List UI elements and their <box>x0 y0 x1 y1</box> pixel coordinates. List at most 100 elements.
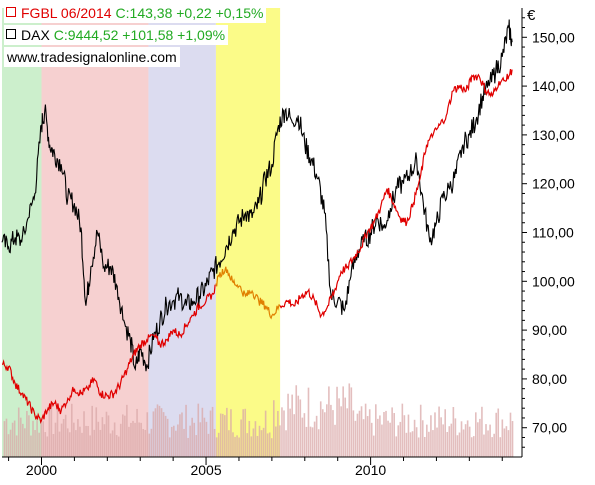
x-tick-label: 2010 <box>355 462 386 478</box>
volume-bar <box>15 435 18 457</box>
legend-fgbl[interactable]: FGBL 06/2014 C:143,38 +0,22 +0,15% <box>4 3 267 23</box>
volume-bar <box>75 430 77 457</box>
volume-bar <box>66 428 69 457</box>
volume-bar <box>234 436 236 457</box>
volume-bar <box>319 401 322 457</box>
volume-bar <box>501 419 504 457</box>
y-tick-label: 110,00 <box>532 225 574 241</box>
legend-dax[interactable]: DAX C:9444,52 +101,58 +1,09% <box>4 25 229 45</box>
volume-bar <box>493 433 495 457</box>
volume-bar <box>468 426 471 457</box>
volume-bar <box>13 420 16 457</box>
watermark-url: www.tradesignalonline.com <box>4 47 180 67</box>
volume-bar <box>187 437 189 457</box>
volume-bar <box>70 403 73 457</box>
volume-bar <box>328 386 330 457</box>
volume-bar <box>393 413 395 457</box>
volume-bar <box>454 418 457 457</box>
volume-bar <box>252 428 255 457</box>
volume-bar <box>364 403 367 457</box>
volume-bar <box>344 397 347 457</box>
volume-bar <box>301 417 304 457</box>
y-tick-label: 100,00 <box>532 273 575 289</box>
dax-name: DAX <box>21 27 50 43</box>
volume-bar <box>372 435 375 457</box>
volume-bar <box>30 435 32 457</box>
volume-bar <box>148 433 151 457</box>
volume-bar <box>203 417 206 457</box>
volume-bar <box>350 387 353 457</box>
volume-bar <box>472 436 475 457</box>
volume-bar <box>119 423 122 457</box>
volume-bar <box>91 405 93 457</box>
period-band-1 <box>41 8 149 457</box>
series-line-dax <box>1 19 513 372</box>
volume-bar <box>430 415 432 457</box>
volume-bar <box>401 403 404 457</box>
volume-bar <box>423 436 426 457</box>
volume-bar <box>368 409 371 457</box>
volume-bar <box>495 412 498 457</box>
volume-bar <box>73 422 75 457</box>
volume-bar <box>464 424 467 457</box>
volume-bar <box>266 433 269 457</box>
period-band-3 <box>215 8 281 457</box>
volume-bar <box>228 430 230 457</box>
volume-bar <box>264 410 267 457</box>
volume-bar <box>456 435 459 457</box>
volume-bar <box>115 435 118 457</box>
volume-bar <box>219 413 222 457</box>
volume-bar <box>34 430 36 457</box>
volume-bar <box>281 407 283 457</box>
volume-bar <box>205 421 208 457</box>
volume-bar <box>291 394 293 457</box>
volume-bar <box>477 422 479 457</box>
volume-bar <box>22 423 24 457</box>
volume-bar <box>309 426 312 457</box>
volume-bar <box>444 409 446 457</box>
volume-bar <box>144 429 147 457</box>
volume-bar <box>89 435 91 457</box>
x-tick-label: 2000 <box>26 462 57 478</box>
volume-bar <box>138 422 140 457</box>
volume-bar <box>497 408 500 457</box>
volume-bar <box>68 432 71 457</box>
volume-bar <box>270 438 273 457</box>
volume-bar <box>358 410 361 457</box>
volume-bar <box>191 417 193 457</box>
volume-bar <box>3 421 6 457</box>
volume-bar <box>375 404 377 457</box>
volume-bar <box>38 432 40 457</box>
volume-bar <box>7 434 10 457</box>
volume-bar <box>307 387 310 457</box>
volume-bar <box>250 436 253 457</box>
volume-bar <box>179 414 181 457</box>
volume-bar <box>83 411 85 457</box>
volume-bar <box>244 408 247 457</box>
volume-bar <box>236 435 238 457</box>
dax-last-value: C:9444,52 +101,58 +1,09% <box>53 27 226 43</box>
y-tick-label: 80,00 <box>532 371 567 387</box>
volume-bar <box>164 415 167 457</box>
volume-bar <box>130 422 132 457</box>
volume-bar <box>54 422 57 457</box>
volume-bar <box>499 437 502 457</box>
volume-bar <box>432 430 434 457</box>
volume-bar <box>146 412 149 457</box>
volume-bar <box>313 421 316 457</box>
volume-bar <box>330 404 332 457</box>
volume-bar <box>413 419 416 457</box>
volume-bar <box>411 431 414 457</box>
volume-bar <box>107 415 110 457</box>
volume-bar <box>154 408 157 457</box>
volume-bar <box>407 414 410 457</box>
volume-bar <box>95 407 98 457</box>
x-axis-background <box>0 457 595 480</box>
volume-bar <box>381 424 383 457</box>
volume-bar <box>338 398 340 457</box>
volume-bar <box>217 432 220 457</box>
volume-bar <box>126 404 128 457</box>
volume-bar <box>297 395 300 457</box>
volume-bar <box>340 406 342 457</box>
volume-bar <box>440 417 442 457</box>
